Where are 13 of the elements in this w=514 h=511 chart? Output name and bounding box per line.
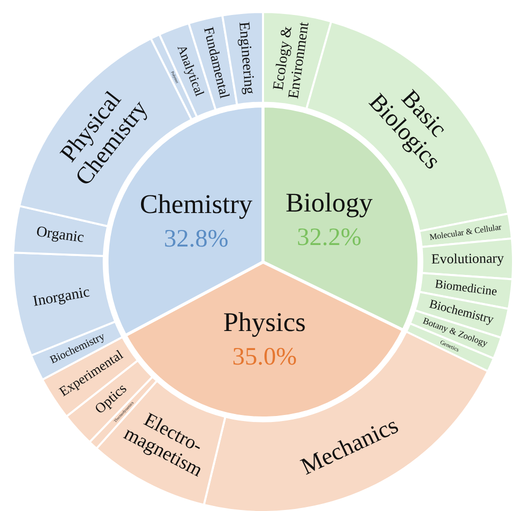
slice-label: Organic [35,224,86,246]
slice-label: Chemistry [140,188,253,219]
slice-label: Engineering [235,21,258,96]
slice-label: Molecular & Cellular [428,222,502,242]
data-label: 32.8% [164,225,228,252]
slice-label: Evolutionary [431,252,504,268]
slice-label: Inorganic [32,284,92,310]
data-label: 32.2% [296,224,362,252]
slice-label: Ecology & Environment [270,20,312,100]
data-label: 35.0% [232,344,297,371]
slice-label: Biomedicine [434,276,498,298]
slice-label: Physics [223,307,306,338]
slice-label: Biology [286,188,374,218]
